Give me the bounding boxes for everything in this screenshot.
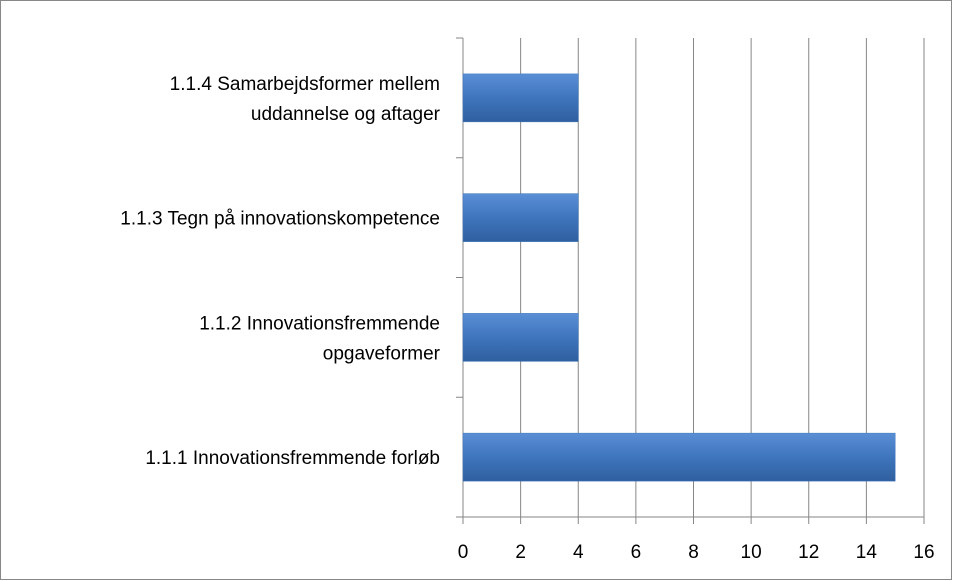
x-tick-label: 16: [913, 542, 934, 563]
x-tick-label: 6: [631, 542, 642, 563]
x-tick-label: 8: [688, 542, 699, 563]
bar: [462, 193, 579, 242]
y-tick-label: 1.1.1 Innovationsfremmende forløb: [145, 448, 440, 469]
bar: [462, 313, 579, 362]
y-tick-label: 1.1.4 Samarbejdsformer mellem uddannelse …: [170, 74, 441, 125]
x-tick-label: 4: [573, 542, 584, 563]
y-tick-label: 1.1.3 Tegn på innovationskompetence: [120, 209, 440, 230]
x-tick-label: 2: [515, 542, 526, 563]
x-tick-label: 14: [856, 542, 878, 563]
x-tick-label: 10: [741, 542, 762, 563]
x-tick-label: 0: [458, 542, 469, 563]
bar: [462, 432, 896, 482]
y-tick-label: 1.1.2 Innovationsfremmende opgaveformer: [199, 313, 440, 364]
bar: [462, 73, 579, 123]
x-tick-label: 12: [798, 542, 819, 563]
